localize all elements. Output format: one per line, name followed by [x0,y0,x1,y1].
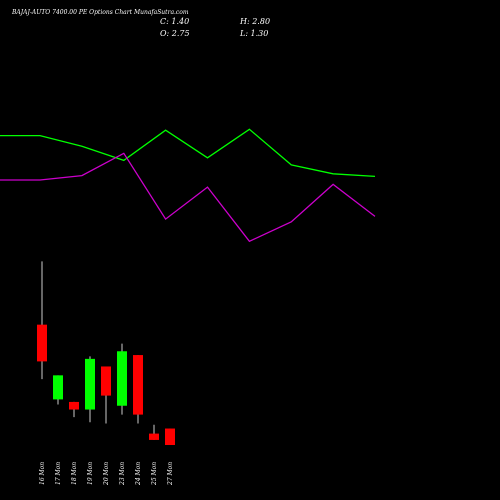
indicator-line-1 [0,128,376,178]
date-label: 16 Mon [39,462,46,485]
candle-body [165,428,175,445]
indicator-line-2 [0,152,376,243]
date-label: 24 Mon [135,462,142,486]
candle-body [85,358,95,410]
candlesticks [37,261,175,445]
indicator-lines [0,128,376,243]
candle-body [101,366,111,396]
chart-title: BAJAJ-AUTO 7400.00 PE Options Chart Muna… [11,9,189,16]
date-label: 18 Mon [71,462,78,485]
candle-body [53,375,63,400]
date-label: 27 Mon [167,462,174,486]
close-readout: C: 1.40 [160,17,189,26]
candle-body [133,355,143,415]
candle-body [149,433,159,440]
low-readout: L: 1.30 [239,29,268,38]
high-readout: H: 2.80 [239,17,270,26]
candle-body [69,401,79,410]
date-label: 23 Mon [119,462,126,486]
date-labels: 16 Mon 17 Mon 18 Mon 19 Mon 20 Mon 23 Mon 24 M… [39,462,174,486]
candle-body [37,324,47,362]
date-label: 19 Mon [87,462,94,485]
date-label: 25 Mon [151,462,158,486]
date-label: 17 Mon [55,462,62,485]
open-readout: O: 2.75 [160,29,190,38]
date-label: 20 Mon [103,462,110,486]
candle-body [117,351,127,406]
